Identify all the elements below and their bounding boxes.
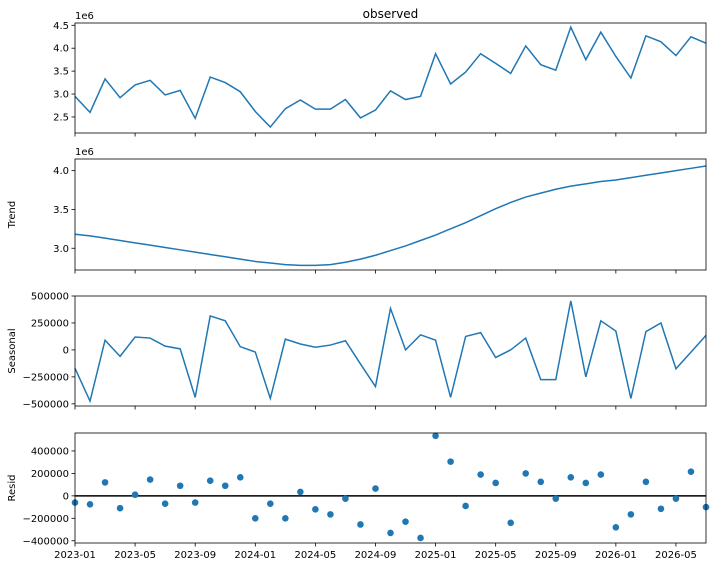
resid-point <box>101 479 109 486</box>
resid-point <box>492 479 499 487</box>
x-tick-label: 2024-09 <box>355 550 397 561</box>
series-line-seasonal <box>74 300 707 404</box>
panel-title: observed <box>363 7 419 21</box>
resid-point <box>372 485 379 492</box>
resid-point <box>251 515 259 522</box>
x-tick-label: 2025-05 <box>475 550 517 561</box>
y-tick-label: 250000 <box>31 318 69 329</box>
resid-point <box>582 479 590 487</box>
resid-point <box>507 519 514 527</box>
resid-point <box>297 488 304 496</box>
y-tick-label: 2.5 <box>53 112 69 123</box>
y-tick-label: −250000 <box>22 372 69 383</box>
y-tick-label: 0 <box>63 345 69 356</box>
y-tick-label: 3.5 <box>53 67 69 78</box>
y-tick-label: 0 <box>63 491 69 502</box>
resid-point <box>267 500 274 508</box>
y-tick-label: 3.0 <box>53 90 69 101</box>
resid-point <box>342 495 349 502</box>
y-offset-label: 1e6 <box>75 11 94 22</box>
resid-point <box>86 500 94 508</box>
resid-point <box>567 474 575 481</box>
resid-point <box>552 495 560 502</box>
y-tick-label: 500000 <box>31 292 69 303</box>
x-tick-label: 2025-01 <box>415 550 457 561</box>
y-tick-label: −500000 <box>22 399 69 410</box>
y-tick-label: 4.0 <box>53 166 69 177</box>
y-tick-label: 3.5 <box>53 205 69 216</box>
resid-point <box>537 478 545 486</box>
series-line-observed <box>74 25 707 129</box>
x-tick-label: 2025-09 <box>535 550 577 561</box>
resid-point <box>327 511 334 518</box>
resid-point <box>657 505 665 513</box>
y-axis-label: Seasonal <box>7 328 18 373</box>
x-tick-label: 2026-01 <box>595 550 637 561</box>
resid-point <box>627 511 635 518</box>
resid-point <box>477 471 484 478</box>
panel-frame <box>74 158 707 271</box>
resid-point <box>687 468 695 476</box>
y-tick-label: 3.0 <box>53 244 69 255</box>
resid-point <box>417 534 424 542</box>
y-offset-label: 1e6 <box>75 147 94 158</box>
x-tick-label: 2024-01 <box>234 550 276 561</box>
y-tick-label: 200000 <box>31 469 69 480</box>
resid-point <box>161 500 169 508</box>
panel-frame <box>74 295 707 407</box>
x-tick-label: 2024-05 <box>294 550 336 561</box>
resid-point <box>131 491 139 499</box>
x-tick-label: 2023-09 <box>174 550 216 561</box>
y-tick-label: 4.5 <box>53 21 69 32</box>
resid-point <box>176 482 184 490</box>
resid-point <box>191 499 199 506</box>
x-tick-label: 2023-05 <box>114 550 156 561</box>
resid-point <box>221 482 229 490</box>
y-tick-label: 4.0 <box>53 44 69 55</box>
resid-point <box>146 476 154 483</box>
x-tick-label: 2026-05 <box>655 550 697 561</box>
resid-point <box>236 474 244 481</box>
y-tick-label: −400000 <box>22 536 69 547</box>
resid-point <box>312 506 319 513</box>
y-axis-label: Resid <box>7 475 18 502</box>
resid-point <box>462 502 469 510</box>
resid-point <box>116 504 124 512</box>
resid-point <box>432 432 439 440</box>
resid-point <box>597 471 605 478</box>
resid-point <box>282 515 289 522</box>
resid-point <box>447 458 454 465</box>
resid-point <box>672 495 680 502</box>
resid-point <box>387 529 394 537</box>
resid-point <box>206 477 214 485</box>
resid-point <box>357 521 364 528</box>
panel-frame <box>74 432 707 544</box>
x-tick-label: 2023-01 <box>54 550 96 561</box>
resid-point <box>642 478 650 486</box>
y-tick-label: −200000 <box>22 514 69 525</box>
resid-point <box>522 470 530 477</box>
y-axis-label: Trend <box>7 201 18 229</box>
panel-frame <box>74 22 707 134</box>
y-tick-label: 400000 <box>31 446 69 457</box>
resid-point <box>402 518 409 525</box>
series-line-trend <box>74 165 707 267</box>
resid-point <box>612 523 620 531</box>
